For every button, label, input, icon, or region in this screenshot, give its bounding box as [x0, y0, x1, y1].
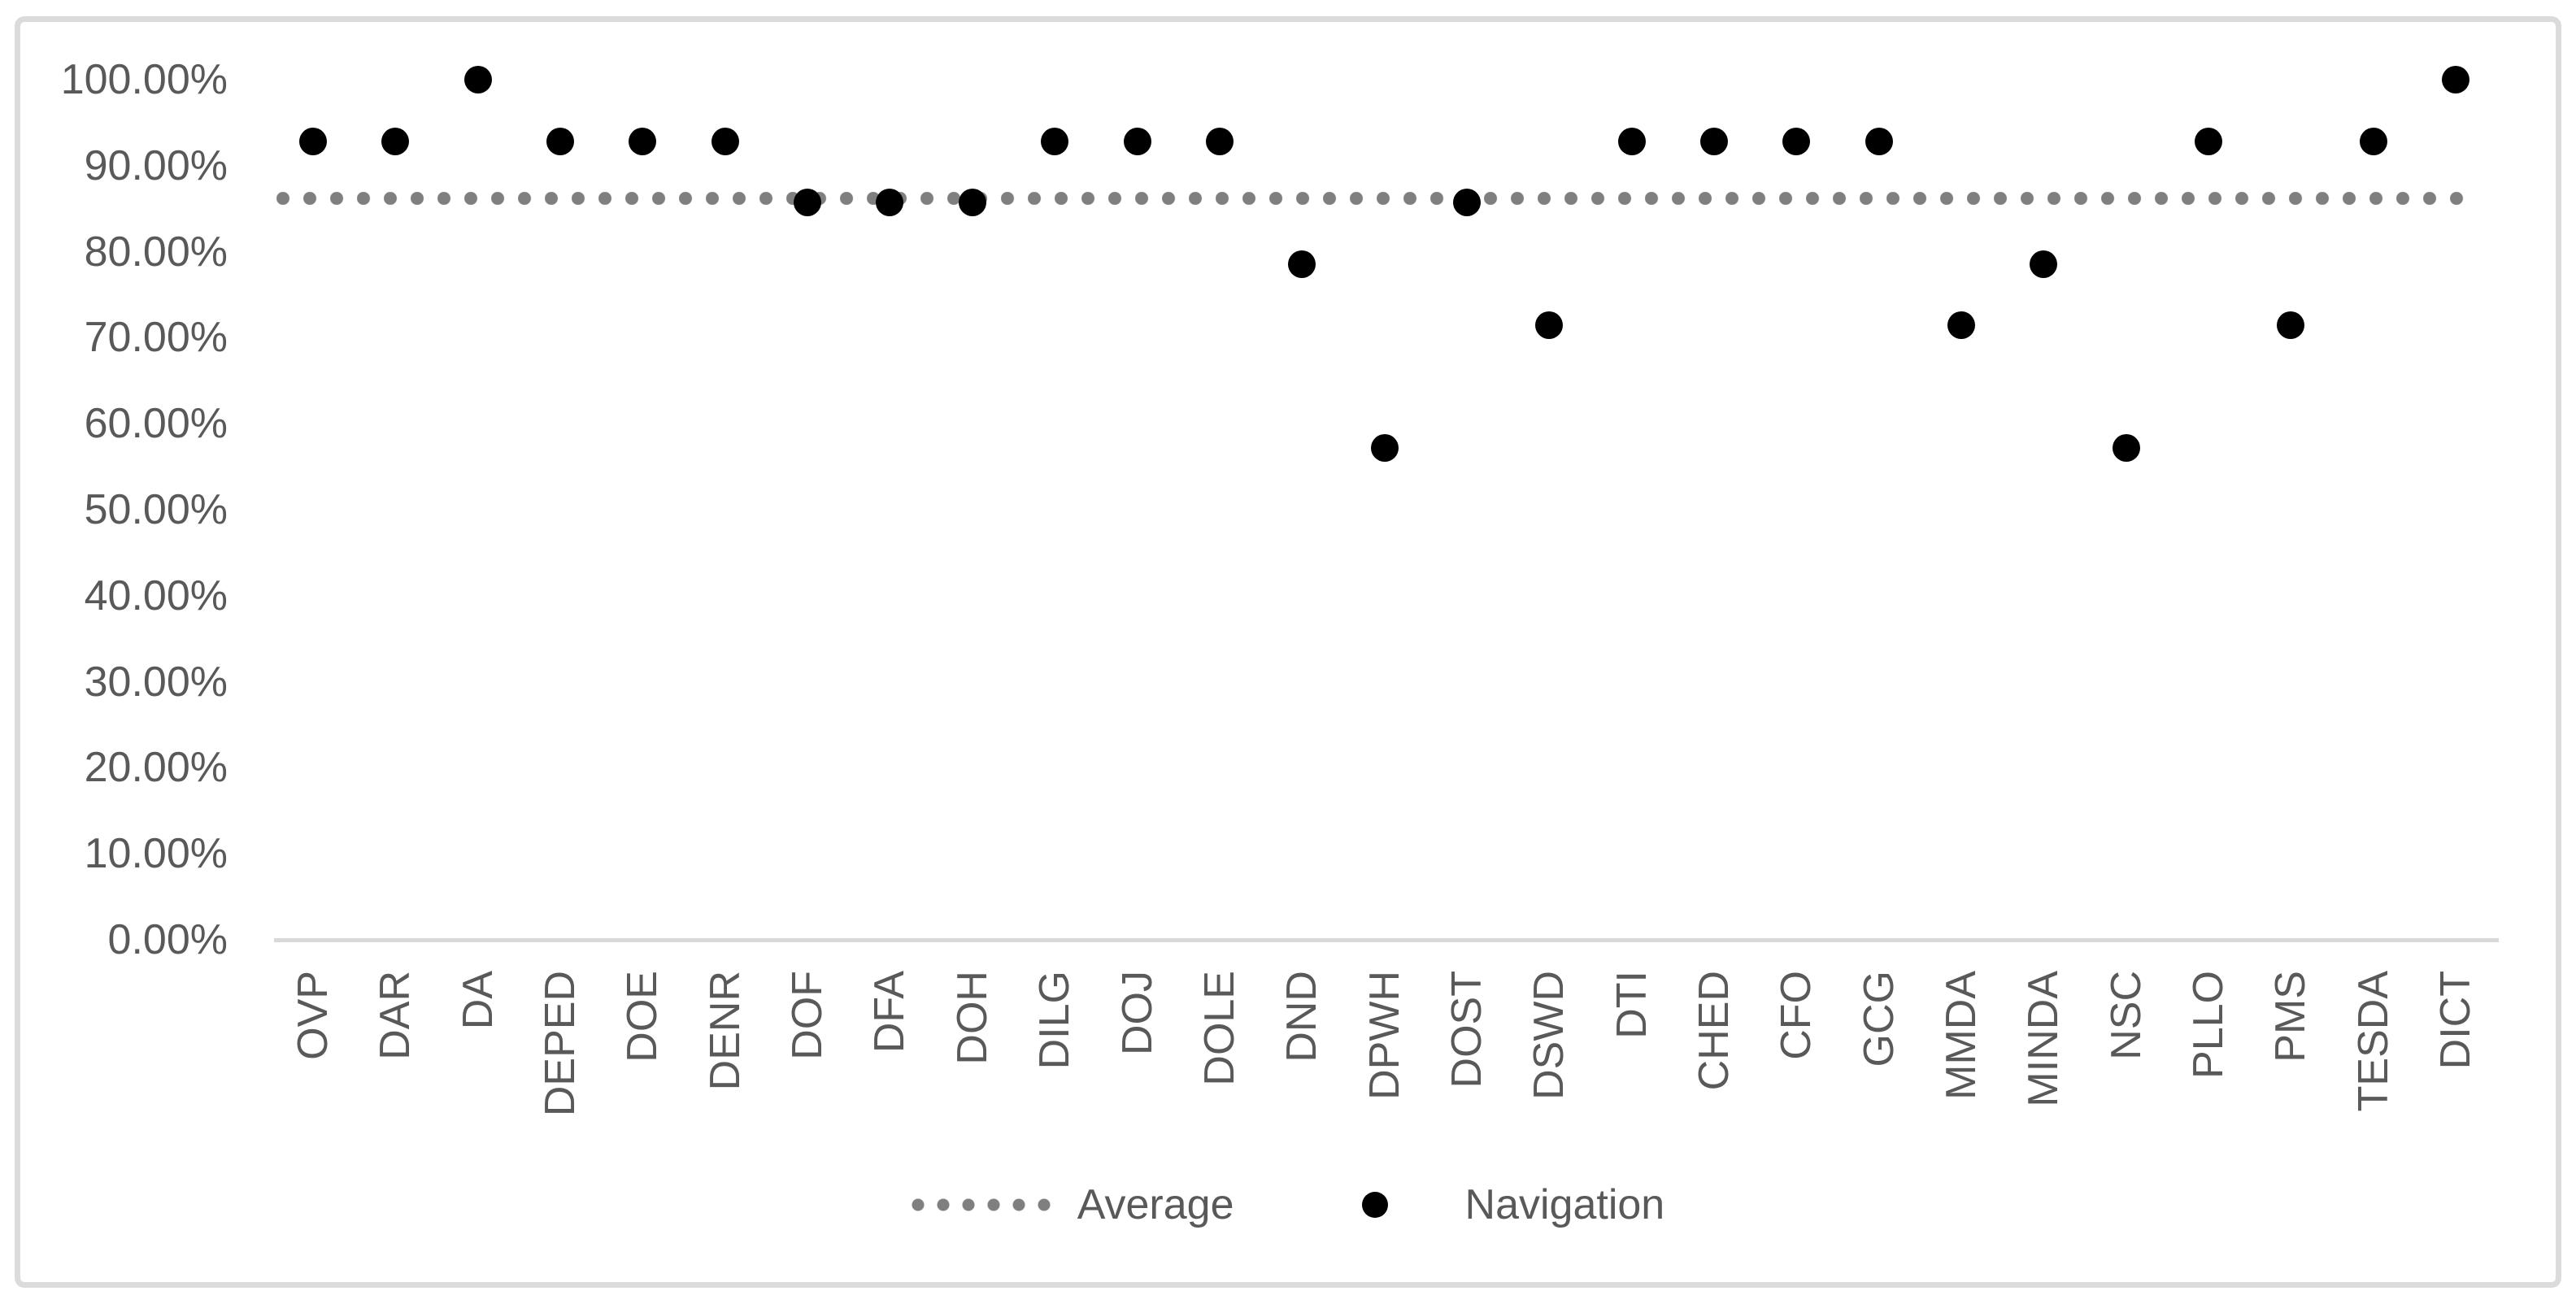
y-tick-label: 50.00%	[84, 486, 228, 533]
data-point	[1782, 127, 1811, 155]
x-tick-label: GCG	[1855, 971, 1903, 1067]
x-tick-label: DA	[454, 971, 502, 1030]
x-tick-label: DENR	[701, 971, 749, 1091]
data-point	[1947, 311, 1975, 340]
y-tick-label: 70.00%	[84, 314, 228, 362]
data-point	[1865, 127, 1893, 155]
x-tick-label: NSC	[2102, 971, 2150, 1060]
data-point	[2195, 127, 2223, 155]
x-axis-line	[274, 938, 2499, 942]
data-point	[1535, 311, 1564, 340]
data-point	[794, 189, 822, 217]
x-tick-label: DTI	[1608, 971, 1656, 1039]
y-tick-label: 80.00%	[84, 228, 228, 276]
x-tick-label: CFO	[1773, 971, 1821, 1060]
y-tick-label: 60.00%	[84, 400, 228, 448]
legend-item-navigation: Navigation	[1299, 1180, 1665, 1229]
y-tick-label: 100.00%	[60, 56, 228, 103]
data-point	[1452, 189, 1481, 217]
x-tick-label: MINDA	[2020, 971, 2068, 1107]
x-tick-label: DOLE	[1195, 971, 1243, 1086]
x-tick-label: DAR	[372, 971, 420, 1060]
data-point	[1205, 127, 1234, 155]
x-tick-label: PLLO	[2185, 971, 2233, 1079]
data-point	[711, 127, 739, 155]
data-point	[876, 189, 904, 217]
x-tick-label: DPWH	[1360, 971, 1408, 1100]
x-tick-label: DICT	[2432, 971, 2480, 1070]
x-tick-label: MMDA	[1938, 971, 1985, 1100]
data-point	[1288, 250, 1316, 278]
x-tick-label: DEPED	[537, 971, 585, 1117]
data-point	[629, 127, 657, 155]
y-tick-label: 20.00%	[84, 744, 228, 792]
average-dotted-line-icon	[911, 1198, 1063, 1211]
data-point	[463, 66, 492, 93]
data-point	[1699, 127, 1728, 155]
legend-label-average: Average	[1077, 1181, 1234, 1228]
legend-item-average: Average	[911, 1180, 1234, 1229]
y-tick-label: 10.00%	[84, 830, 228, 878]
data-point	[2112, 434, 2140, 463]
data-point	[381, 127, 410, 155]
x-tick-label: DOST	[1442, 971, 1490, 1089]
data-point	[2359, 127, 2387, 155]
data-point	[2277, 311, 2305, 340]
data-point	[299, 127, 327, 155]
legend-label-navigation: Navigation	[1464, 1181, 1665, 1228]
average-line	[276, 191, 2472, 205]
navigation-dot-icon	[1361, 1192, 1388, 1218]
data-point	[1041, 127, 1069, 155]
x-tick-label: DOF	[784, 971, 832, 1060]
x-tick-label: DSWD	[1525, 971, 1573, 1100]
data-point	[2030, 250, 2058, 278]
x-tick-label: DOJ	[1113, 971, 1161, 1055]
data-point	[1370, 434, 1399, 463]
y-tick-label: 90.00%	[84, 141, 228, 189]
x-tick-label: DILG	[1031, 971, 1079, 1070]
y-tick-label: 40.00%	[84, 572, 228, 619]
x-tick-label: DOH	[948, 971, 996, 1065]
y-tick-label: 30.00%	[84, 658, 228, 706]
data-point	[2442, 66, 2470, 93]
legend: Average Navigation	[0, 1177, 2576, 1232]
y-tick-label: 0.00%	[107, 916, 228, 963]
x-tick-label: PMS	[2267, 971, 2315, 1063]
data-point	[546, 127, 575, 155]
data-point	[958, 189, 986, 217]
x-tick-label: TESDA	[2349, 971, 2397, 1112]
x-tick-label: DND	[1278, 971, 1326, 1063]
data-point	[1617, 127, 1646, 155]
navigation-marker-swatch	[1299, 1192, 1451, 1218]
x-tick-label: DFA	[866, 971, 914, 1054]
x-tick-label: OVP	[289, 971, 337, 1060]
data-point	[1123, 127, 1151, 155]
x-tick-label: CHED	[1690, 971, 1738, 1091]
x-tick-label: DOE	[619, 971, 667, 1063]
